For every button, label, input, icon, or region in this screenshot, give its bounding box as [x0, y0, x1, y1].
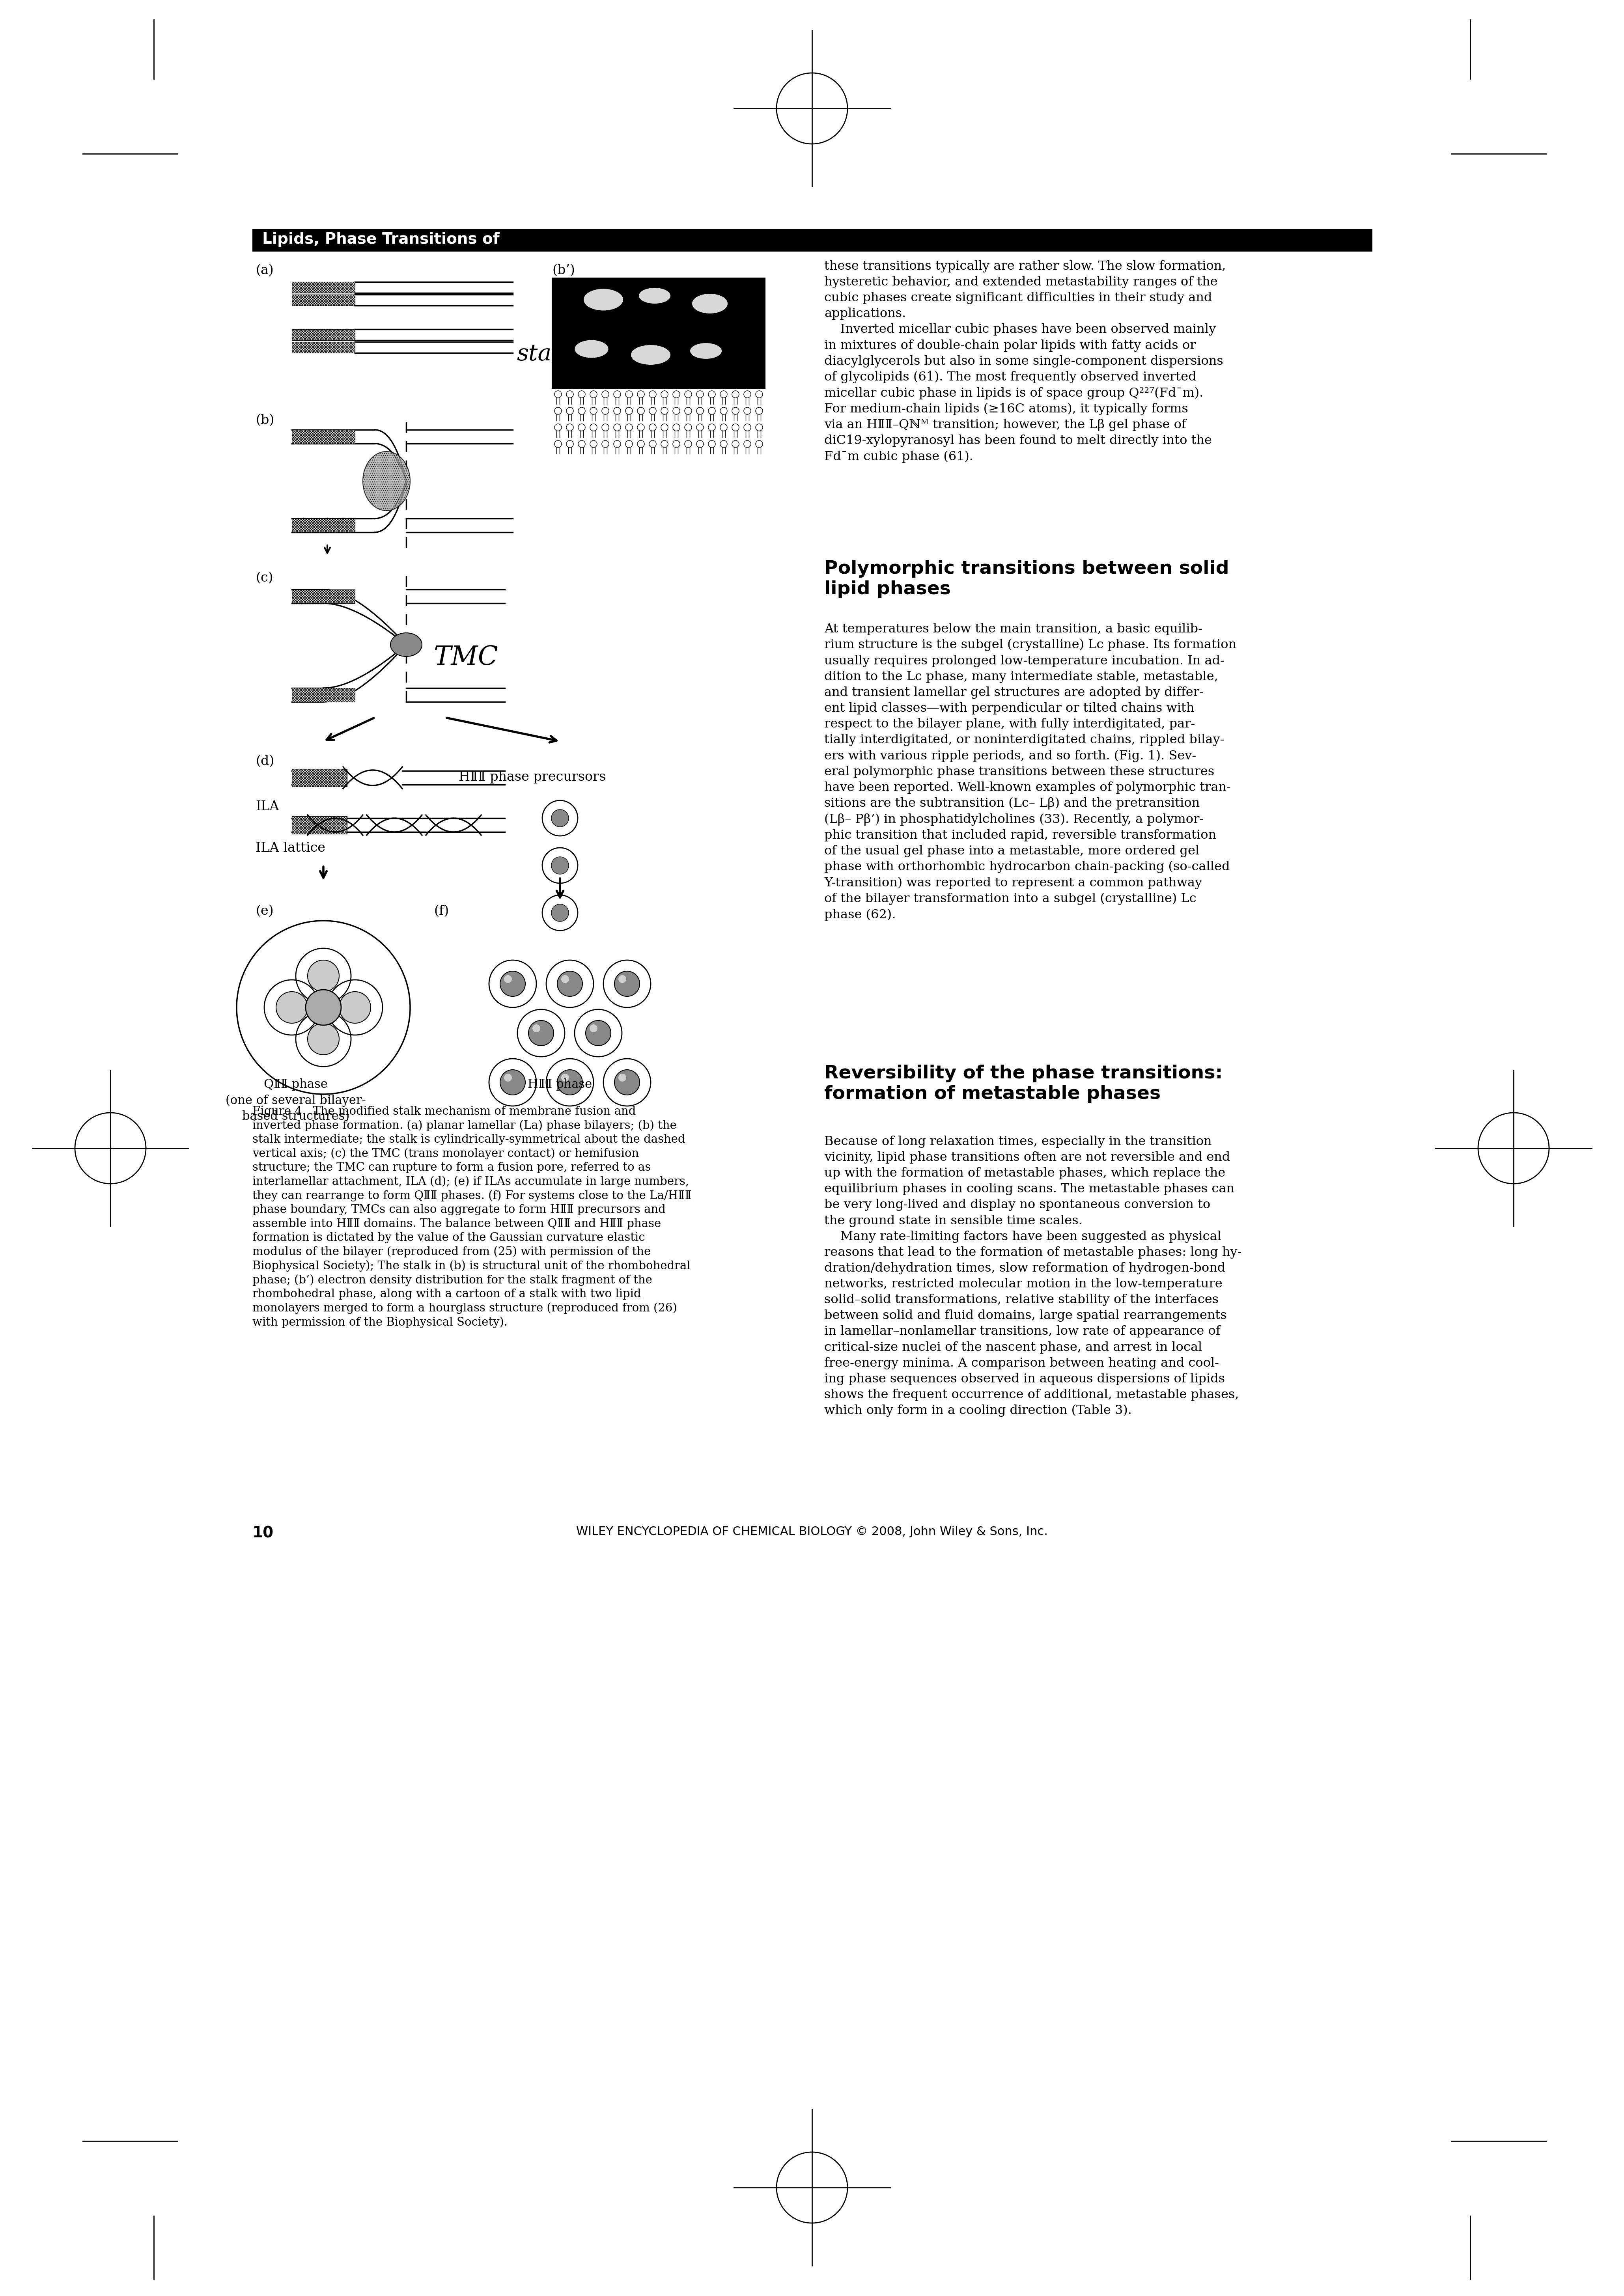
Circle shape: [575, 1010, 622, 1056]
Circle shape: [604, 1058, 651, 1107]
Text: (e): (e): [255, 905, 273, 918]
Circle shape: [503, 1075, 512, 1081]
Text: (c): (c): [255, 572, 273, 585]
Circle shape: [489, 1058, 536, 1107]
Text: WILEY ENCYCLOPEDIA OF CHEMICAL BIOLOGY © 2008, John Wiley & Sons, Inc.: WILEY ENCYCLOPEDIA OF CHEMICAL BIOLOGY ©…: [577, 1527, 1047, 1538]
Text: ILA lattice: ILA lattice: [255, 843, 325, 854]
Circle shape: [237, 921, 411, 1095]
Text: Reversibility of the phase transitions:
formation of metastable phases: Reversibility of the phase transitions: …: [825, 1065, 1223, 1102]
Text: At temperatures below the main transition, a basic equilib-
rium structure is th: At temperatures below the main transitio…: [825, 622, 1236, 921]
Circle shape: [339, 992, 370, 1024]
Ellipse shape: [390, 634, 422, 657]
Circle shape: [500, 1070, 525, 1095]
Text: Figure 4   The modified stalk mechanism of membrane fusion and
inverted phase fo: Figure 4 The modified stalk mechanism of…: [252, 1107, 692, 1327]
Circle shape: [604, 960, 651, 1008]
Text: ILA: ILA: [255, 801, 279, 813]
Text: these transitions typically are rather slow. The slow formation,
hysteretic beha: these transitions typically are rather s…: [825, 259, 1226, 464]
Ellipse shape: [362, 452, 411, 510]
Circle shape: [590, 1024, 598, 1033]
Circle shape: [551, 810, 568, 827]
Bar: [292, 590, 356, 604]
Circle shape: [551, 905, 568, 921]
Circle shape: [562, 976, 568, 983]
Text: (d): (d): [255, 755, 274, 767]
Circle shape: [557, 1070, 583, 1095]
Bar: [292, 342, 356, 354]
Circle shape: [546, 960, 593, 1008]
Text: (b): (b): [255, 413, 274, 427]
Text: (a): (a): [255, 264, 273, 278]
Text: TMC: TMC: [434, 645, 499, 670]
Ellipse shape: [692, 294, 728, 315]
Circle shape: [518, 1010, 565, 1056]
Bar: [292, 519, 356, 533]
Text: Polymorphic transitions between solid
lipid phases: Polymorphic transitions between solid li…: [825, 560, 1229, 599]
Circle shape: [489, 960, 536, 1008]
Bar: [292, 282, 356, 294]
Bar: [552, 278, 765, 388]
Bar: [292, 689, 356, 703]
Bar: [292, 429, 356, 443]
Circle shape: [586, 1019, 611, 1045]
Bar: [292, 815, 348, 833]
Circle shape: [562, 1075, 568, 1081]
Text: QⅡⅡ phase
(one of several bilayer-
based structures): QⅡⅡ phase (one of several bilayer- based…: [226, 1079, 365, 1123]
Circle shape: [500, 971, 525, 996]
Ellipse shape: [575, 340, 609, 358]
Ellipse shape: [583, 289, 624, 310]
Circle shape: [557, 971, 583, 996]
Text: (f): (f): [434, 905, 448, 918]
Text: Lipids, Phase Transitions of: Lipids, Phase Transitions of: [261, 232, 500, 248]
Text: Because of long relaxation times, especially in the transition
vicinity, lipid p: Because of long relaxation times, especi…: [825, 1137, 1242, 1417]
Circle shape: [614, 971, 640, 996]
Circle shape: [619, 1075, 627, 1081]
Bar: [252, 230, 1372, 253]
Bar: [292, 328, 356, 340]
Circle shape: [276, 992, 307, 1024]
Circle shape: [551, 856, 568, 875]
Text: 10: 10: [252, 1527, 274, 1541]
Circle shape: [546, 1058, 593, 1107]
Circle shape: [307, 1024, 339, 1054]
Circle shape: [503, 976, 512, 983]
Circle shape: [533, 1024, 541, 1033]
Text: stalk: stalk: [516, 342, 573, 365]
Text: (b’): (b’): [552, 264, 575, 278]
Circle shape: [619, 976, 627, 983]
Text: HⅡⅡ phase: HⅡⅡ phase: [528, 1079, 593, 1091]
Bar: [292, 294, 356, 305]
Circle shape: [614, 1070, 640, 1095]
Circle shape: [307, 960, 339, 992]
Ellipse shape: [638, 287, 671, 303]
Circle shape: [305, 990, 341, 1026]
Text: HⅡⅡ phase precursors: HⅡⅡ phase precursors: [460, 771, 606, 783]
Bar: [292, 769, 348, 788]
Circle shape: [528, 1019, 554, 1045]
Ellipse shape: [632, 344, 671, 365]
Ellipse shape: [690, 342, 721, 358]
